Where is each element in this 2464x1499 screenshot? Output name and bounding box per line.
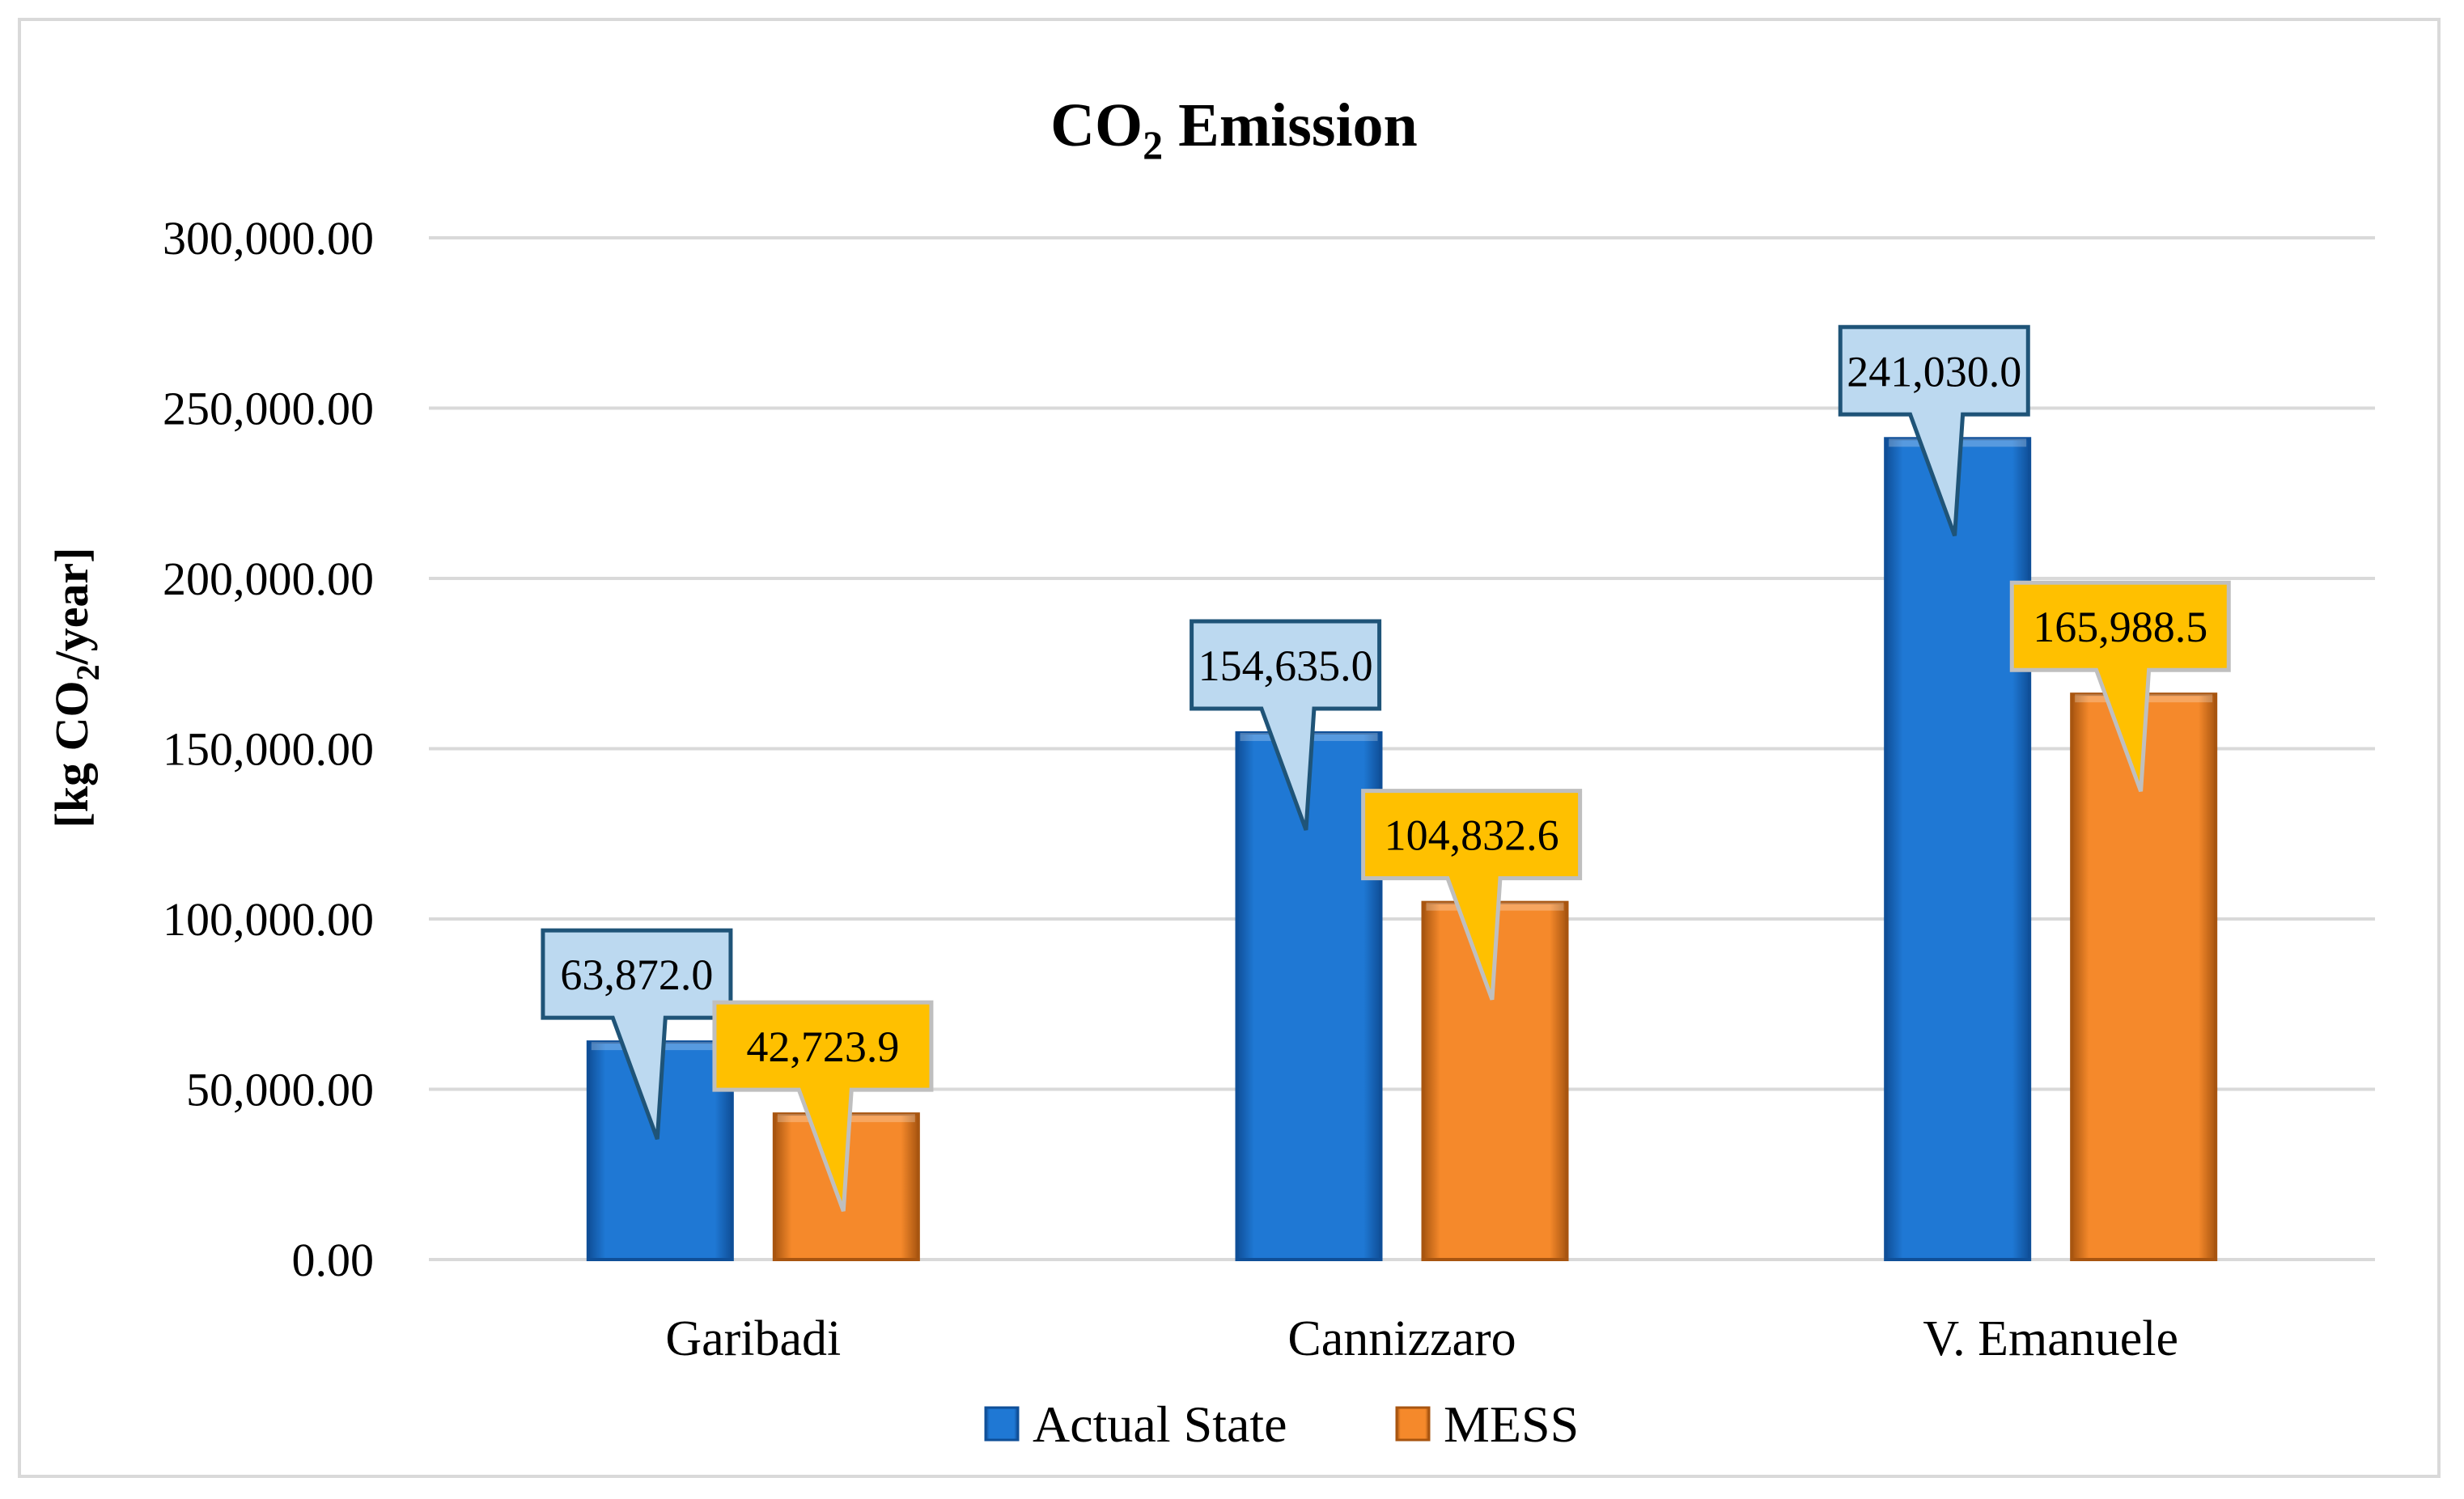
chart-title-rest: Emission [1163,91,1418,159]
y-axis-label: [kg CO2/year] [45,548,106,828]
y-tick-label: 200,000.00 [163,553,374,605]
data-label-mess: 165,988.5 [2033,603,2207,651]
data-label-actual-state: 241,030.0 [1847,347,2021,396]
data-label-mess: 104,832.6 [1385,811,1559,860]
callout-mess [712,1000,934,1212]
callout-actual-state [1838,324,2030,537]
y-tick-label: 0.00 [292,1234,375,1286]
callout-actual-state [541,928,733,1140]
y-tick-labels: 0.00 50,000.00 100,000.00 150,000.00 200,000… [163,212,374,1286]
callout-actual-state [1190,619,1382,831]
callout-mess [2009,580,2231,793]
chart-title-subscript: 2 [1143,122,1163,167]
legend-label-mess: MESS [1444,1395,1579,1453]
y-tick-label: 100,000.00 [163,893,374,946]
data-label-actual-state: 154,635.0 [1198,642,1373,690]
bar-mess [2070,692,2218,1261]
x-tick-labels: Garibadi Cannizzaro V. Emanuele [665,1311,2178,1366]
data-label-callouts: 63,872.0 42,723.9 154,635.0 104,832.6 241,03… [541,324,2231,1212]
bar-actual-state [1884,437,2032,1261]
y-axis-label-post: /year] [45,548,98,666]
y-tick-label: 300,000.00 [163,212,374,265]
y-tick-label: 50,000.00 [186,1064,374,1116]
chart-title: CO2 Emission [1050,91,1418,167]
legend-swatch-actual-state [984,1406,1020,1442]
legend: Actual State MESS [984,1395,1579,1453]
legend-label-actual-state: Actual State [1033,1395,1287,1453]
x-tick-label: Garibadi [665,1311,841,1366]
callout-mess [1361,789,1583,1001]
chart-title-main: CO [1050,91,1143,159]
x-tick-label: V. Emanuele [1923,1311,2178,1366]
data-label-mess: 42,723.9 [746,1023,899,1071]
legend-swatch-mess [1395,1406,1431,1442]
y-axis-label-subscript: 2 [70,664,106,680]
y-axis-label-pre: [kg CO [45,680,98,828]
y-tick-label: 250,000.00 [163,383,374,435]
x-tick-label: Cannizzaro [1287,1311,1516,1366]
y-tick-label: 150,000.00 [163,723,374,776]
data-label-actual-state: 63,872.0 [560,951,713,999]
